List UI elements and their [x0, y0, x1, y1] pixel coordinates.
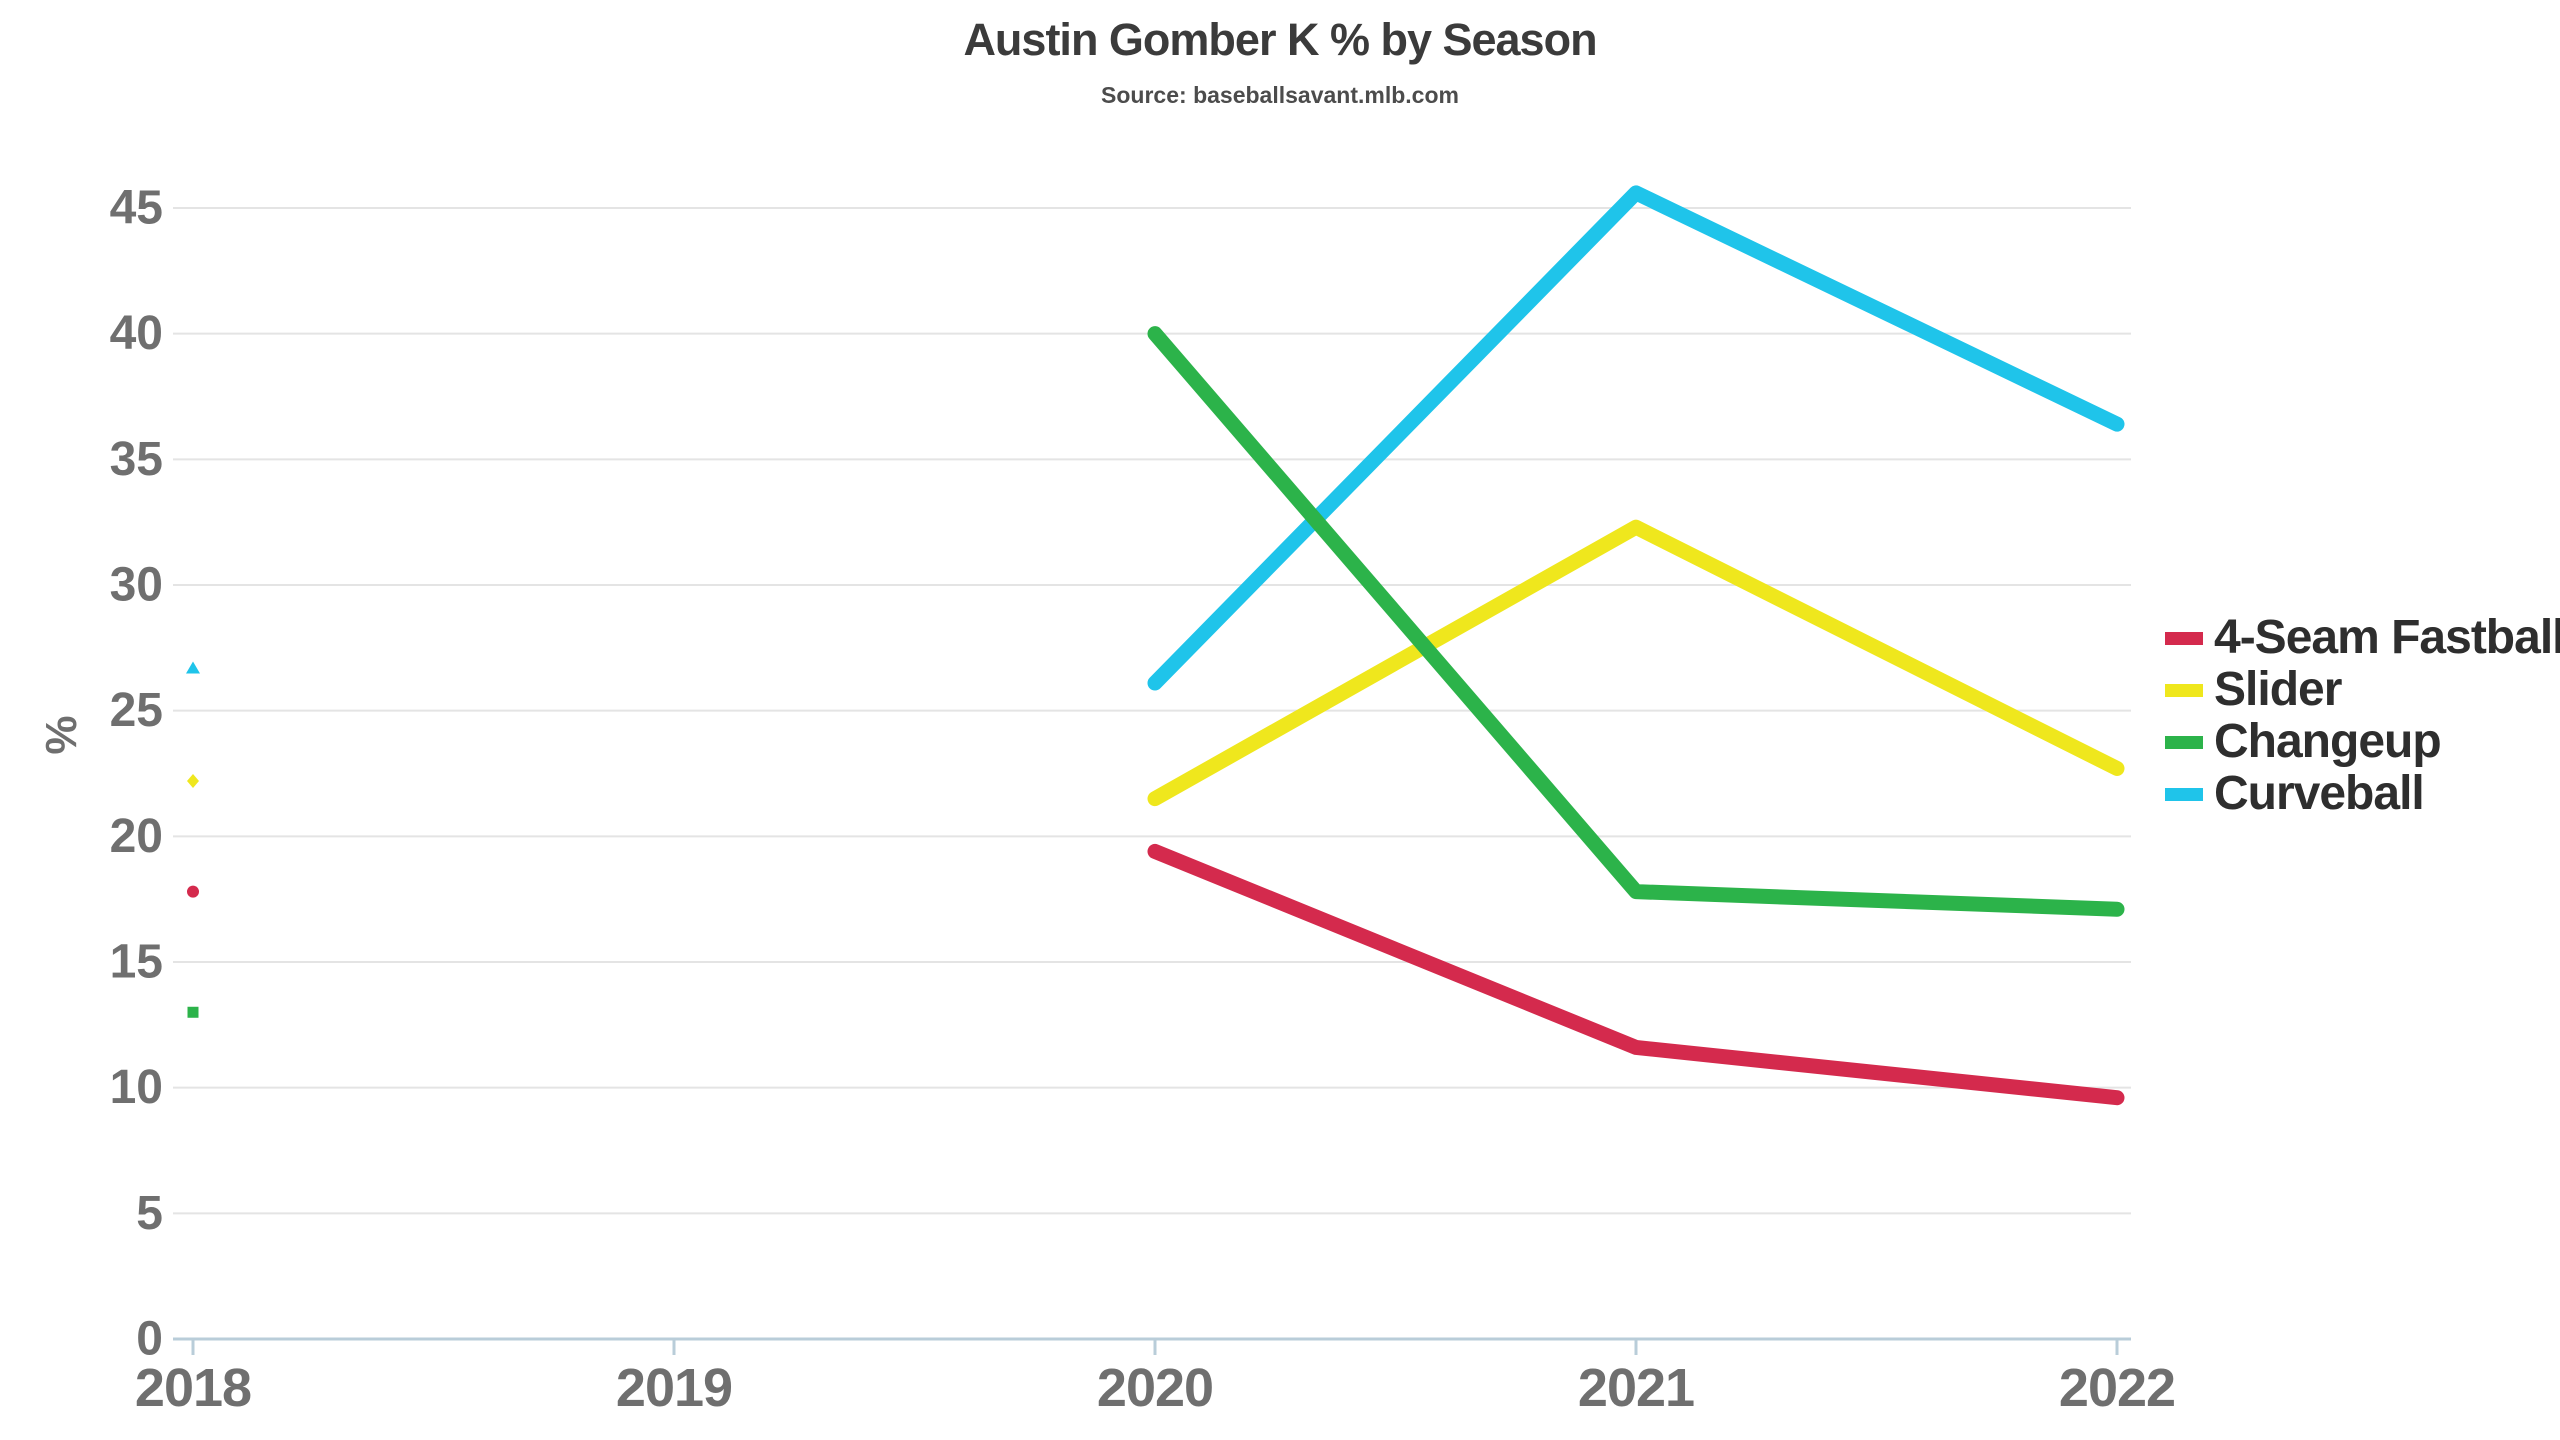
legend-label: Curveball	[2214, 767, 2425, 820]
y-tick-label: 30	[110, 559, 163, 612]
series-marker-4-seam-fastball	[187, 885, 199, 898]
series-line-curveball	[1147, 185, 2125, 691]
y-tick-label: 20	[110, 810, 163, 863]
series-marker-slider	[187, 774, 199, 789]
legend-swatch-4-seam-fastball	[2165, 631, 2203, 645]
y-tick-label: 10	[110, 1061, 163, 1114]
series-marker-curveball	[186, 661, 200, 674]
y-tick-label: 25	[110, 684, 163, 737]
legend-swatch-changeup	[2165, 735, 2203, 749]
legend-label: 4-Seam Fastball	[2214, 611, 2560, 664]
x-tick-label: 2019	[616, 1358, 732, 1418]
legend-item-curveball: Curveball	[2165, 768, 2560, 820]
x-tick-label: 2022	[2059, 1358, 2175, 1418]
y-tick-label: 45	[110, 182, 163, 235]
series-line-slider	[1147, 519, 2125, 807]
legend-label: Changeup	[2214, 715, 2442, 768]
y-tick-label: 15	[110, 936, 163, 989]
legend-swatch-curveball	[2165, 787, 2203, 801]
legend-item-slider: Slider	[2165, 664, 2560, 716]
legend-swatch-slider	[2165, 683, 2203, 697]
legend-item-4-seam-fastball: 4-Seam Fastball	[2165, 612, 2560, 664]
x-tick-label: 2020	[1097, 1358, 1213, 1418]
y-tick-label: 5	[136, 1187, 163, 1240]
chart-subtitle: Source: baseballsavant.mlb.com	[1101, 82, 1459, 108]
series-line-4-seam-fastball	[1147, 843, 2125, 1106]
x-tick-label: 2018	[135, 1358, 251, 1418]
chart-title: Austin Gomber K % by Season	[963, 14, 1597, 65]
legend-label: Slider	[2214, 663, 2342, 716]
y-tick-label: 40	[110, 307, 163, 360]
y-tick-label: 0	[136, 1313, 163, 1366]
series-line-changeup	[1147, 326, 2125, 917]
y-tick-label: 35	[110, 433, 163, 486]
legend: 4-Seam Fastball Slider Changeup Curvebal…	[2165, 612, 2560, 820]
series-marker-changeup	[187, 1006, 199, 1018]
x-tick-label: 2021	[1578, 1358, 1694, 1418]
legend-item-changeup: Changeup	[2165, 716, 2560, 768]
